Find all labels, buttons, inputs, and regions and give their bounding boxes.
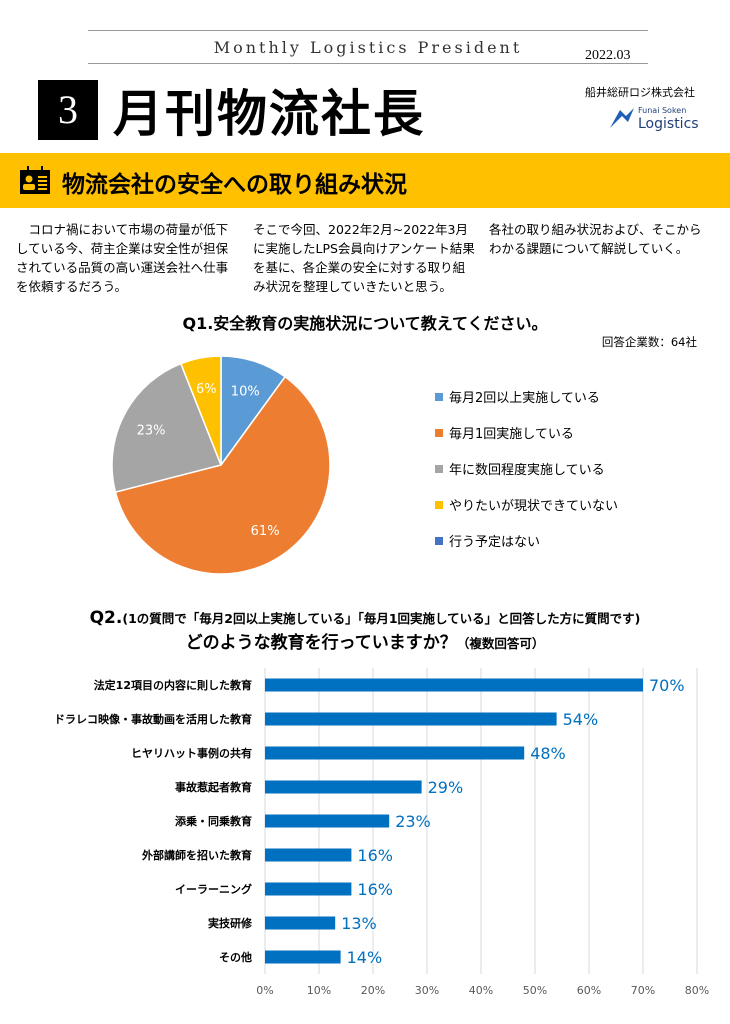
category-label: 外部講師を招いた教育 <box>141 848 252 862</box>
q2-note-text: (1の質問で「毎月2回以上実施している」「毎月1回実施している」と回答した方に質… <box>122 611 641 626</box>
bar-value-label: 16% <box>357 846 393 865</box>
bar-value-label: 70% <box>649 676 685 695</box>
pie-slice <box>111 362 223 494</box>
bar-value-label: 54% <box>563 710 599 729</box>
bar-value-label: 13% <box>341 914 377 933</box>
bar <box>265 916 336 930</box>
x-tick-label: 30% <box>415 984 439 997</box>
pie-chart: 10% 61% 23% 6% <box>111 355 331 575</box>
page-title: 月刊物流社長 <box>113 84 425 143</box>
x-tick-label: 20% <box>361 984 385 997</box>
bar-value-label: 48% <box>530 744 566 763</box>
pie-slice <box>179 355 222 466</box>
header-rule-top <box>88 30 648 31</box>
pie-data-label: 61% <box>251 524 280 539</box>
section-title: 物流会社の安全への取り組み状況 <box>62 171 407 198</box>
legend-item: 毎月1回実施している <box>435 423 574 442</box>
legend-label: やりたいが現状できていない <box>449 499 619 514</box>
x-tick-label: 80% <box>685 984 709 997</box>
bar <box>265 814 390 828</box>
x-tick-label: 40% <box>469 984 493 997</box>
respondent-count: 回答企業数：64社 <box>601 335 697 349</box>
category-label: 事故惹起者教育 <box>175 780 252 794</box>
legend-label: 年に数回程度実施している <box>449 463 605 478</box>
company-name: 船井総研ロジ株式会社 <box>585 86 695 99</box>
bar-chart: 0% 10% 20% 30% 40% 50% 60% 70% 80% 法定12項目の内容に則した教… <box>54 668 709 997</box>
x-tick-label: 50% <box>523 984 547 997</box>
pie-data-label: 10% <box>231 384 260 399</box>
q1-title: Q1.安全教育の実施状況について教えてください。 <box>182 314 548 333</box>
bar <box>265 780 422 794</box>
q2-prefix: Q2. <box>89 608 123 628</box>
header-rule-bottom <box>88 63 648 64</box>
x-tick-label: 60% <box>577 984 601 997</box>
legend-item: 毎月2回以上実施している <box>435 387 600 406</box>
magazine-name: Monthly Logistics President <box>213 38 523 57</box>
intro-column-1: コロナ禍において市場の荷量が低下している今、荷主企業は安全性が担保されている品質… <box>16 222 229 294</box>
category-label: 法定12項目の内容に則した教育 <box>94 678 252 692</box>
x-tick-label: 0% <box>256 984 273 997</box>
bar-value-label: 14% <box>347 948 383 967</box>
legend-label: 毎月1回実施している <box>449 427 574 442</box>
category-label: イーラーニング <box>175 882 252 896</box>
bar <box>265 950 341 964</box>
bar <box>265 678 643 692</box>
issue-number: 3 <box>38 80 98 140</box>
legend-item: 行う予定はない <box>435 531 540 550</box>
bar <box>265 882 352 896</box>
issue-date: 2022.03 <box>585 48 631 63</box>
logo-text-top: Funai Soken <box>638 106 686 115</box>
intro-column-3: 各社の取り組み状況および、そこからわかる課題について解説していく。 <box>489 222 702 256</box>
category-label: ヒヤリハット事例の共有 <box>131 746 252 760</box>
company-logo: Funai Soken Logistics <box>610 106 699 132</box>
legend-swatch <box>435 392 443 401</box>
intro-column-2: そこで今回、2022年2月~2022年3月に実施したLPS会員向けアンケート結果… <box>253 222 475 294</box>
x-tick-label: 70% <box>631 984 655 997</box>
x-tick-label: 10% <box>307 984 331 997</box>
bar <box>265 746 525 760</box>
legend-label: 行う予定はない <box>449 535 541 550</box>
logo-text-main: Logistics <box>638 116 699 132</box>
id-card-icon <box>20 166 50 194</box>
logo-wave-icon <box>610 108 634 128</box>
category-label: その他 <box>219 950 252 964</box>
legend-item: 年に数回程度実施している <box>435 459 605 478</box>
legend-label: 毎月2回以上実施している <box>449 391 600 406</box>
bar <box>265 712 557 726</box>
legend-swatch <box>435 428 443 437</box>
legend-swatch <box>435 536 443 545</box>
q2-question-text: どのような教育を行っていますか？ <box>185 633 457 653</box>
legend-item: やりたいが現状できていない <box>435 495 618 514</box>
q2-question: どのような教育を行っていますか？（複数回答可） <box>0 628 730 653</box>
legend-swatch <box>435 500 443 509</box>
q2-suffix: （複数回答可） <box>456 636 545 651</box>
category-label: 実技研修 <box>208 916 253 930</box>
bar <box>265 848 352 862</box>
category-label: ドラレコ映像・事故動画を活用した教育 <box>54 712 252 726</box>
category-label: 添乗・同乗教育 <box>175 814 252 828</box>
pie-data-label: 6% <box>196 382 217 397</box>
bar-value-label: 29% <box>428 778 464 797</box>
pie-data-label: 23% <box>137 423 166 438</box>
q2-note: Q2.(1の質問で「毎月2回以上実施している」「毎月1回実施している」と回答した… <box>0 608 730 628</box>
legend-swatch <box>435 464 443 473</box>
bar-value-label: 16% <box>357 880 393 899</box>
section-band <box>0 153 730 208</box>
bar-value-label: 23% <box>395 812 431 831</box>
pie-slice <box>114 375 331 575</box>
